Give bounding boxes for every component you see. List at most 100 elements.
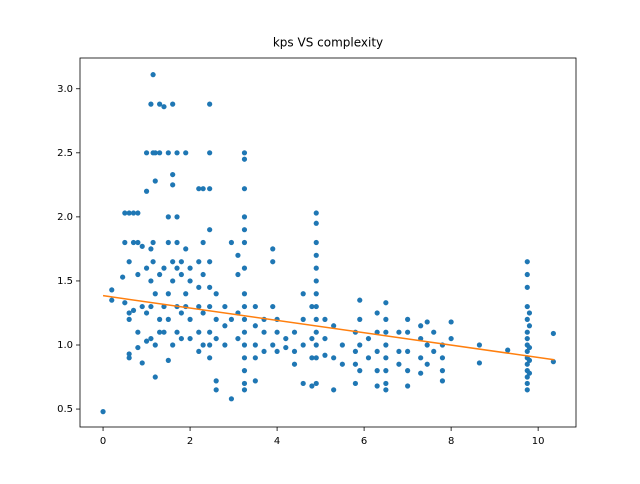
point bbox=[424, 342, 430, 348]
point bbox=[196, 303, 202, 310]
point bbox=[526, 357, 533, 363]
point bbox=[170, 182, 176, 188]
point bbox=[143, 265, 150, 271]
point bbox=[405, 329, 411, 335]
point bbox=[161, 329, 167, 335]
point bbox=[157, 101, 163, 107]
point bbox=[241, 329, 248, 335]
x-tick-label: 6 bbox=[361, 436, 367, 447]
point bbox=[196, 259, 202, 265]
point bbox=[174, 214, 180, 220]
point bbox=[374, 310, 380, 316]
point bbox=[207, 101, 213, 107]
point bbox=[374, 329, 380, 335]
point bbox=[526, 323, 533, 329]
point bbox=[526, 370, 533, 376]
point bbox=[170, 278, 176, 284]
point bbox=[291, 329, 298, 335]
point bbox=[261, 348, 267, 355]
point bbox=[550, 359, 556, 365]
point bbox=[431, 329, 437, 335]
point bbox=[100, 409, 106, 415]
point bbox=[309, 303, 315, 310]
point bbox=[252, 355, 258, 361]
point bbox=[143, 150, 150, 156]
point bbox=[170, 259, 176, 265]
point bbox=[120, 274, 126, 280]
point bbox=[524, 380, 530, 387]
point bbox=[174, 150, 180, 156]
point bbox=[135, 271, 141, 278]
point bbox=[165, 357, 171, 363]
point bbox=[207, 186, 213, 192]
point bbox=[270, 246, 276, 252]
point bbox=[228, 396, 235, 402]
point bbox=[524, 316, 530, 322]
point bbox=[424, 361, 430, 367]
point bbox=[207, 355, 213, 361]
point bbox=[178, 271, 184, 278]
point bbox=[526, 344, 533, 351]
point bbox=[424, 319, 430, 325]
point bbox=[300, 342, 306, 348]
point bbox=[148, 335, 154, 342]
point bbox=[241, 186, 248, 192]
point bbox=[161, 104, 167, 110]
point bbox=[165, 239, 171, 246]
point bbox=[213, 378, 219, 384]
point bbox=[405, 383, 411, 389]
point bbox=[241, 214, 248, 220]
point bbox=[150, 239, 156, 246]
point bbox=[152, 342, 158, 348]
point bbox=[241, 380, 248, 387]
point bbox=[313, 380, 319, 387]
point bbox=[207, 303, 213, 310]
point bbox=[352, 361, 359, 367]
x-tick-label: 4 bbox=[274, 436, 280, 447]
point bbox=[207, 329, 213, 335]
point bbox=[143, 310, 150, 316]
point bbox=[313, 252, 319, 258]
point bbox=[313, 303, 319, 310]
point bbox=[357, 316, 363, 322]
point bbox=[313, 342, 319, 348]
point bbox=[252, 342, 258, 348]
point bbox=[187, 316, 193, 322]
point bbox=[109, 287, 115, 293]
point bbox=[183, 150, 189, 156]
point bbox=[383, 300, 389, 306]
point bbox=[148, 101, 154, 107]
point bbox=[196, 348, 202, 355]
point bbox=[165, 291, 171, 297]
point bbox=[157, 271, 163, 278]
point bbox=[241, 303, 248, 310]
point bbox=[126, 351, 132, 357]
point bbox=[322, 335, 328, 342]
point bbox=[152, 150, 158, 156]
point bbox=[270, 342, 276, 348]
point bbox=[157, 329, 163, 335]
point bbox=[357, 342, 363, 348]
x-tick-label: 2 bbox=[187, 436, 193, 447]
point bbox=[339, 342, 345, 348]
point bbox=[270, 303, 276, 310]
point bbox=[235, 271, 241, 278]
point bbox=[222, 303, 228, 310]
point bbox=[170, 342, 176, 348]
point bbox=[313, 220, 319, 226]
point bbox=[283, 344, 289, 351]
point bbox=[313, 210, 319, 216]
x-tick-label: 10 bbox=[532, 436, 545, 447]
point bbox=[524, 335, 530, 342]
point bbox=[135, 344, 141, 351]
point bbox=[122, 239, 128, 246]
x-tick-label: 0 bbox=[100, 436, 106, 447]
point bbox=[200, 239, 206, 246]
point bbox=[331, 355, 337, 361]
point bbox=[322, 352, 328, 358]
point bbox=[252, 378, 258, 384]
point bbox=[207, 259, 213, 265]
point bbox=[526, 310, 533, 316]
point bbox=[126, 355, 132, 361]
